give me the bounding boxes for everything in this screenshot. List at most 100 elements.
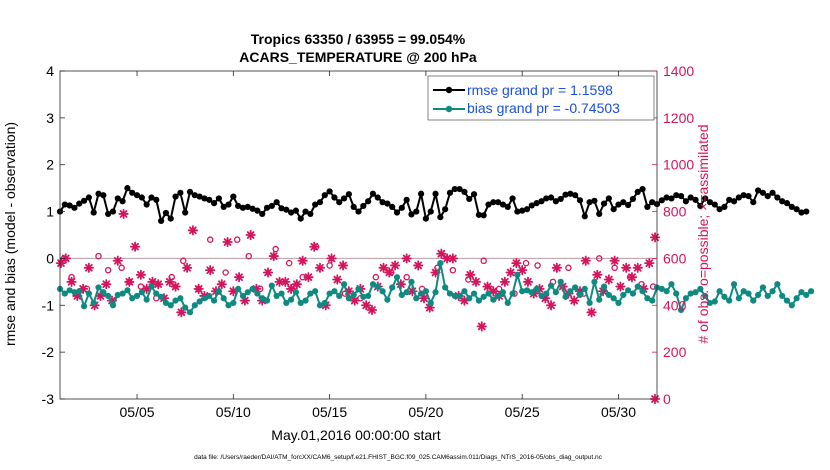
x-tick-label: 05/20: [408, 404, 443, 420]
rmse-marker: [543, 195, 550, 202]
bias-marker: [432, 289, 439, 296]
obs-assimilated-marker: [66, 276, 77, 287]
obs-assimilated-marker: [60, 253, 71, 264]
rmse-marker: [158, 217, 165, 225]
obs-assimilated-core: [450, 256, 455, 261]
obs-assimilated-core: [653, 235, 658, 240]
rmse-marker: [230, 193, 237, 200]
bias-marker: [677, 306, 685, 314]
rmse-marker: [283, 206, 290, 213]
bias-marker: [393, 274, 401, 281]
obs-assimilated-marker: [592, 269, 603, 280]
obs-assimilated-marker: [378, 262, 389, 273]
rmse-marker: [80, 197, 88, 204]
bias-marker: [625, 287, 632, 294]
rmse-marker: [389, 203, 396, 210]
obs-assimilated-core: [335, 277, 340, 282]
rmse-marker: [480, 212, 487, 219]
bias-marker: [259, 295, 266, 302]
obs-assimilated-core: [185, 265, 190, 270]
bias-marker: [442, 284, 449, 291]
bias-marker: [750, 297, 757, 304]
x-tick-label: 05/15: [312, 404, 347, 420]
bias-marker: [499, 289, 507, 296]
obs-assimilated-core: [572, 298, 577, 303]
bias-marker: [779, 292, 786, 300]
obs-assimilated-marker: [314, 262, 326, 273]
obs-assimilated-core: [485, 284, 490, 289]
bias-marker: [798, 289, 805, 296]
obs-assimilated-marker: [309, 241, 320, 252]
obs-assimilated-core: [404, 256, 409, 261]
rmse-marker: [702, 195, 709, 202]
rmse-marker: [663, 194, 670, 201]
rmse-marker: [803, 208, 810, 215]
obs-assimilated-marker: [615, 281, 626, 292]
bias-marker: [206, 292, 213, 300]
bias-marker: [807, 288, 815, 295]
obs-assimilated-core: [595, 272, 600, 277]
obs-assimilated-core: [369, 307, 374, 312]
obs-assimilated-core: [612, 258, 617, 263]
bias-marker: [153, 290, 160, 297]
x-tick-label: 05/30: [601, 404, 636, 420]
obs-assimilated-core: [283, 279, 288, 284]
obs-assimilated-core: [237, 275, 242, 280]
obs-assimilated-marker: [193, 283, 204, 294]
rmse-marker: [755, 187, 762, 194]
rmse-marker: [687, 194, 694, 201]
rmse-marker: [153, 196, 160, 203]
obs-assimilated-core: [629, 275, 634, 280]
obs-assimilated-marker: [626, 272, 638, 283]
obs-assimilated-marker: [291, 279, 302, 290]
obs-assimilated-marker: [522, 276, 534, 287]
rmse-marker: [71, 204, 78, 211]
rmse-marker: [133, 192, 141, 199]
bias-marker: [735, 295, 742, 302]
obs-assimilated-core: [138, 272, 143, 277]
obs-assimilated-core: [306, 275, 311, 280]
rmse-marker: [196, 193, 203, 200]
bias-marker: [697, 285, 704, 292]
obs-assimilated-core: [618, 284, 623, 289]
rmse-marker: [798, 209, 805, 216]
bias-marker: [668, 281, 675, 288]
rmse-marker: [66, 202, 73, 209]
obs-assimilated-marker: [303, 272, 314, 283]
obs-assimilated-marker: [517, 265, 528, 276]
rmse-marker: [519, 207, 526, 214]
obs-assimilated-core: [300, 258, 305, 263]
rmse-marker: [90, 209, 97, 216]
bias-marker: [456, 292, 463, 300]
bias-marker: [133, 292, 141, 300]
rmse-marker: [186, 188, 194, 195]
bias-marker: [336, 292, 343, 300]
obs-assimilated-marker: [551, 262, 562, 273]
obs-possible-marker: [449, 266, 457, 274]
legend-rmse-swatch-marker: [445, 86, 453, 94]
rmse-marker: [369, 190, 377, 197]
bias-marker: [596, 296, 603, 303]
rmse-marker: [470, 191, 478, 198]
bias-marker: [302, 297, 309, 304]
obs-assimilated-core: [225, 240, 230, 245]
bias-marker: [615, 299, 622, 307]
rmse-marker: [76, 200, 83, 207]
right-y-tick-label: 200: [663, 344, 687, 360]
bias-marker: [254, 290, 261, 297]
rmse-marker: [509, 195, 516, 202]
rmse-marker: [263, 204, 271, 211]
obs-possible-marker: [180, 257, 187, 265]
bias-marker: [586, 299, 593, 307]
rmse-marker: [562, 191, 569, 198]
obs-assimilated-core: [289, 286, 294, 291]
rmse-marker: [793, 206, 800, 213]
bias-marker: [167, 302, 174, 309]
rmse-marker: [350, 203, 357, 210]
obs-assimilated-marker: [511, 258, 522, 269]
left-y-tick-label: -1: [42, 297, 55, 313]
obs-assimilated-marker: [118, 208, 129, 220]
rmse-marker: [206, 196, 213, 203]
rmse-marker: [779, 198, 786, 205]
left-y-tick-label: 2: [46, 157, 54, 173]
